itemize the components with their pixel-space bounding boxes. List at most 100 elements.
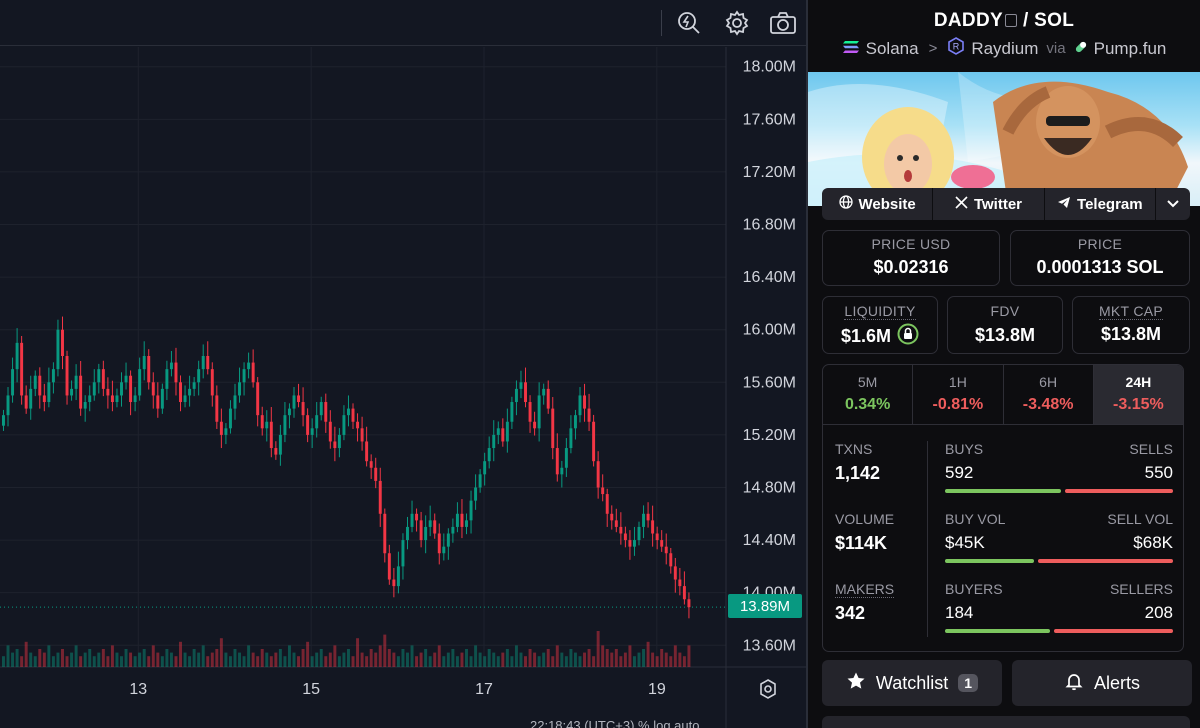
candle-body [455, 513, 459, 527]
dex-link[interactable]: Raydium [971, 38, 1039, 58]
candle-body [519, 382, 523, 389]
volume-bar [664, 652, 668, 667]
volume-bar [387, 649, 391, 667]
candle-body [614, 520, 618, 527]
candle-body [206, 356, 210, 370]
candle-body [165, 369, 169, 389]
candle-body [387, 553, 391, 580]
website-button[interactable]: Website [822, 188, 934, 220]
volume-bar [328, 652, 332, 667]
candle-body [56, 329, 60, 370]
candle-body [378, 480, 382, 514]
volume-bar [169, 652, 173, 667]
tab-period-6h[interactable]: 6H -3.48% [1004, 365, 1094, 424]
volume-bar [628, 645, 632, 667]
liquidity-label: LIQUIDITY [844, 303, 916, 320]
volume-bar [465, 649, 468, 667]
volume-bar [138, 652, 142, 667]
indicator-icon[interactable] [674, 8, 704, 38]
candle-body [283, 415, 287, 435]
raydium-icon: R [947, 37, 965, 60]
price-chart-area[interactable]: 18.00M 17.60M 17.20M 16.80M 16.40M 16.00M 15.6… [0, 0, 808, 728]
candle-body [210, 369, 214, 396]
mktcap-value: $13.8M [1100, 324, 1162, 344]
volume-bar [88, 649, 92, 667]
volume-bar [242, 656, 246, 667]
candle-body [11, 369, 15, 396]
volume-bar [315, 652, 319, 667]
candle-body [129, 375, 133, 403]
makers-label: MAKERS [835, 581, 895, 598]
chart-settings-icon[interactable] [755, 676, 781, 702]
volume-bar [188, 656, 192, 667]
telegram-button[interactable]: Telegram [1045, 188, 1156, 220]
candle-body [297, 395, 301, 403]
tab-period-24h[interactable]: 24H -3.15% [1093, 365, 1183, 424]
volume-bar [160, 656, 164, 667]
volume-bar [224, 652, 228, 667]
twitter-button[interactable]: Twitter [933, 188, 1045, 220]
candle-body [569, 428, 573, 449]
candle-body [601, 487, 605, 495]
volume-bar [610, 652, 614, 667]
candle-body [342, 415, 346, 435]
candlestick-chart[interactable]: 18.00M 17.60M 17.20M 16.80M 16.40M 16.00M 15.6… [0, 47, 806, 728]
alerts-label: Alerts [1093, 672, 1140, 693]
volume-bar [360, 652, 364, 667]
txns-row: TXNS 1,142 BUYS SELLS 592 550 [823, 427, 1183, 497]
social-links-bar: Website Twitter Telegram [822, 188, 1190, 220]
candle-body [228, 408, 232, 429]
liquidity-card: LIQUIDITY $1.6M [822, 296, 938, 354]
candle-body [110, 395, 114, 403]
copy-icon[interactable] [1004, 14, 1017, 27]
candle-body [151, 382, 155, 396]
candle-body [160, 388, 164, 409]
more-links-button[interactable] [1156, 188, 1190, 220]
volume-bar [682, 656, 686, 667]
candle-body [592, 421, 596, 462]
tab-period-5m[interactable]: 5M 0.34% [823, 365, 914, 424]
sells-fill [1065, 489, 1173, 493]
candle-body [29, 388, 33, 409]
volume-bar [228, 656, 232, 667]
buy-vol-value: $45K [945, 533, 985, 552]
candle-body [465, 520, 468, 527]
candle-body [179, 382, 182, 403]
candle-body [42, 395, 46, 403]
candle-body [474, 487, 478, 501]
volume-bar [546, 649, 550, 667]
candle-body [65, 356, 69, 396]
star-icon [846, 671, 866, 696]
launchpad-link[interactable]: Pump.fun [1093, 38, 1167, 58]
candle-body [33, 375, 37, 389]
settings-gear-icon[interactable] [722, 8, 752, 38]
volume-bar [678, 652, 682, 667]
candle-body [274, 448, 278, 455]
camera-icon[interactable] [768, 8, 798, 38]
volume-bar [38, 649, 42, 667]
tab-period-1h[interactable]: 1H -0.81% [913, 365, 1004, 424]
volume-bar [351, 656, 355, 667]
volume-bar [142, 649, 146, 667]
buys-sells-bar [945, 489, 1173, 493]
lock-icon[interactable] [897, 323, 919, 350]
candle-body [238, 382, 242, 396]
candle-body [51, 369, 55, 383]
chart-panel-divider[interactable] [806, 0, 808, 728]
next-section-button[interactable] [822, 716, 1190, 728]
volume-bar [65, 656, 69, 667]
volume-bar [528, 649, 532, 667]
candle-body [542, 388, 546, 396]
volume-bar [124, 649, 128, 667]
candle-body [682, 586, 686, 600]
watchlist-button[interactable]: Watchlist 1 [822, 660, 1002, 706]
volume-bar [505, 649, 509, 667]
candle-body [669, 553, 673, 567]
volume-bar [106, 656, 110, 667]
candle-body [351, 408, 355, 422]
alerts-button[interactable]: Alerts [1012, 660, 1192, 706]
volume-bar [410, 645, 414, 667]
candle-body [147, 356, 151, 383]
chain-link[interactable]: Solana [865, 38, 919, 58]
candle-body [546, 388, 550, 409]
